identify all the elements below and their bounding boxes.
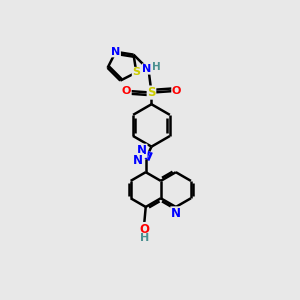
- Text: N: N: [134, 154, 143, 166]
- Text: H: H: [152, 62, 161, 72]
- Text: O: O: [122, 86, 131, 96]
- Text: S: S: [147, 86, 156, 99]
- Text: N: N: [111, 47, 120, 57]
- Text: H: H: [140, 233, 149, 244]
- Text: O: O: [172, 86, 181, 96]
- Text: O: O: [139, 223, 149, 236]
- Text: S: S: [132, 68, 140, 77]
- Text: N: N: [171, 207, 181, 220]
- Text: N: N: [142, 64, 152, 74]
- Text: N: N: [137, 144, 147, 157]
